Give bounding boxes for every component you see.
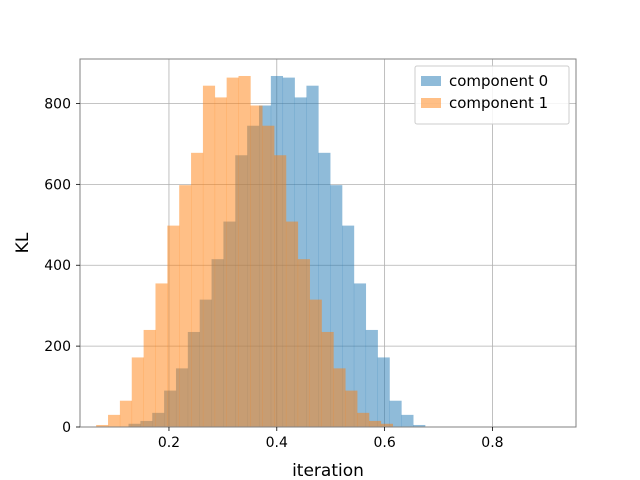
legend-entry: component 1 — [449, 94, 548, 112]
x-axis-ticks: 0.2 0.4 0.6 0.8 — [158, 427, 504, 451]
histogram-bar — [226, 77, 239, 427]
histogram-bar — [413, 424, 426, 427]
histogram-bar — [179, 185, 192, 427]
histogram-bar — [119, 400, 133, 427]
histogram-bar — [345, 390, 358, 427]
histogram-bar — [108, 414, 121, 427]
y-axis-ticks: 0 200 400 600 800 — [44, 96, 80, 436]
y-tick-label: 800 — [44, 96, 71, 112]
histogram-bar — [357, 412, 370, 427]
histogram-bar — [262, 125, 275, 427]
histogram-bar — [96, 424, 109, 427]
x-tick-label: 0.6 — [373, 435, 395, 451]
histogram-bar — [202, 85, 216, 427]
series-1-bars — [96, 75, 393, 428]
histogram-bar — [155, 283, 168, 427]
histogram-bar — [401, 414, 414, 427]
histogram-bar — [321, 331, 334, 427]
histogram-bar — [309, 299, 322, 427]
y-tick-label: 600 — [44, 177, 71, 193]
x-tick-label: 0.8 — [481, 435, 503, 451]
histogram-bar — [389, 400, 402, 427]
histogram-bar — [191, 152, 204, 428]
histogram-bar — [285, 221, 299, 427]
histogram-bar — [250, 105, 263, 427]
x-tick-label: 0.4 — [266, 435, 288, 451]
histogram-bar — [368, 420, 382, 427]
y-axis-label: KL — [13, 232, 33, 253]
plot-frame — [79, 58, 577, 428]
legend-swatch — [421, 76, 441, 86]
x-tick-label: 0.2 — [158, 435, 180, 451]
histogram-bar — [365, 329, 378, 427]
histogram-bar — [380, 423, 393, 427]
y-tick-label: 400 — [44, 258, 71, 274]
histogram-bar — [297, 259, 310, 427]
histogram-bar — [214, 97, 227, 428]
histogram-bar — [167, 225, 180, 427]
histogram-bar — [238, 75, 251, 427]
y-tick-label: 0 — [62, 420, 71, 436]
legend: component 0 component 1 — [414, 65, 570, 125]
legend-entry: component 0 — [449, 72, 548, 90]
histogram-bar — [274, 155, 287, 427]
histogram-bar — [131, 357, 144, 427]
histogram-bar — [333, 368, 346, 427]
histogram-bar — [143, 329, 156, 427]
legend-box — [414, 65, 570, 125]
legend-swatch — [421, 98, 441, 108]
bars — [96, 75, 426, 428]
histogram-bar — [377, 357, 390, 427]
y-tick-label: 200 — [44, 339, 71, 355]
x-axis-label: iteration — [292, 461, 364, 480]
